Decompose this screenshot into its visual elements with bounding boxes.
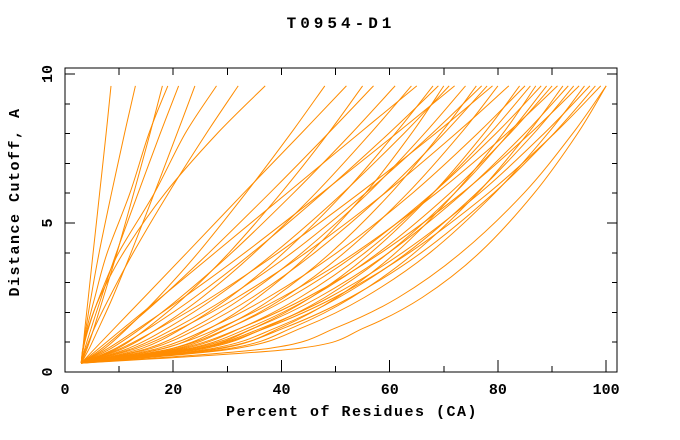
x-tick-label: 20 (164, 382, 182, 399)
model-accuracy-curve (80, 85, 455, 364)
y-tick-label: 10 (40, 65, 57, 83)
x-tick-label: 40 (272, 382, 290, 399)
model-accuracy-curve (80, 85, 136, 364)
x-tick-label: 60 (381, 382, 399, 399)
model-accuracy-curve (81, 85, 483, 364)
model-accuracy-curve (81, 85, 488, 364)
model-accuracy-curve (81, 85, 564, 364)
model-accuracy-curve (81, 85, 558, 364)
model-accuracy-curve (81, 85, 607, 364)
model-accuracy-curve (80, 85, 196, 364)
x-tick-label: 80 (489, 382, 507, 399)
y-tick-label: 5 (40, 218, 57, 227)
model-accuracy-curve (80, 85, 266, 364)
x-axis-label: Percent of Residues (CA) (226, 404, 478, 421)
model-accuracy-curve (81, 85, 450, 364)
model-accuracy-curve (81, 85, 434, 364)
model-accuracy-curve (81, 85, 575, 364)
model-accuracy-curve (81, 85, 510, 364)
x-tick-label: 0 (60, 382, 69, 399)
model-accuracy-curve (81, 85, 569, 364)
model-accuracy-curve (81, 85, 602, 364)
model-accuracy-curve (80, 85, 217, 364)
model-accuracy-curve (80, 85, 418, 364)
model-accuracy-curve (80, 85, 347, 364)
model-accuracy-curve (81, 85, 596, 364)
model-accuracy-curve (80, 85, 326, 364)
model-accuracy-curve (81, 85, 412, 364)
model-accuracy-curve (80, 85, 396, 364)
model-accuracy-curve (81, 85, 585, 364)
model-accuracy-curve (81, 85, 580, 364)
model-accuracy-curve (81, 85, 607, 364)
model-accuracy-curve (80, 85, 374, 364)
chart-title: T0954-D1 (287, 15, 396, 33)
model-accuracy-curve (81, 85, 531, 364)
y-tick-label: 0 (40, 367, 57, 376)
model-accuracy-curve (81, 85, 499, 364)
model-accuracy-curve (81, 85, 493, 364)
model-accuracy-curve (81, 85, 526, 364)
model-accuracy-curve (81, 85, 439, 364)
model-accuracy-curve (81, 85, 466, 364)
plot-frame (64, 67, 618, 373)
y-axis-label: Distance Cutoff, A (7, 107, 24, 296)
model-accuracy-curve (80, 85, 239, 364)
model-accuracy-curve (81, 85, 542, 364)
x-tick-label: 100 (593, 382, 620, 399)
model-accuracy-curve (80, 85, 180, 364)
